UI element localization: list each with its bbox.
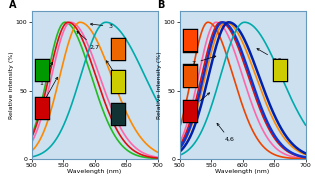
Text: 2,7: 2,7 — [77, 31, 100, 49]
Bar — [183, 100, 198, 123]
Bar — [274, 60, 287, 81]
X-axis label: Wavelength (nm): Wavelength (nm) — [67, 169, 122, 174]
Bar — [36, 98, 49, 119]
Bar — [35, 97, 50, 120]
Bar — [36, 60, 49, 81]
Y-axis label: Relative Intensity (%): Relative Intensity (%) — [9, 51, 14, 119]
Bar — [273, 59, 288, 82]
Text: 4,6: 4,6 — [217, 123, 235, 142]
Bar — [183, 29, 198, 53]
Text: 4,6: 4,6 — [36, 77, 57, 109]
Text: 5: 5 — [106, 61, 122, 85]
Bar — [35, 59, 50, 82]
Text: 3: 3 — [90, 23, 112, 29]
Bar — [184, 30, 198, 51]
Bar — [111, 103, 126, 126]
Y-axis label: Relative Intensity (%): Relative Intensity (%) — [158, 51, 162, 119]
Text: 1: 1 — [39, 62, 53, 86]
Bar — [112, 39, 125, 60]
Bar — [183, 64, 198, 88]
Text: 2,5: 2,5 — [257, 49, 283, 63]
Text: A: A — [9, 0, 16, 10]
Text: 3: 3 — [191, 93, 209, 109]
Bar — [112, 71, 125, 93]
Bar — [184, 66, 198, 87]
Bar — [112, 104, 125, 125]
Text: B: B — [157, 0, 164, 10]
Bar — [184, 101, 198, 122]
Bar — [111, 70, 126, 94]
Text: 7: 7 — [192, 56, 216, 66]
X-axis label: Wavelength (nm): Wavelength (nm) — [215, 169, 270, 174]
Bar — [111, 38, 126, 61]
